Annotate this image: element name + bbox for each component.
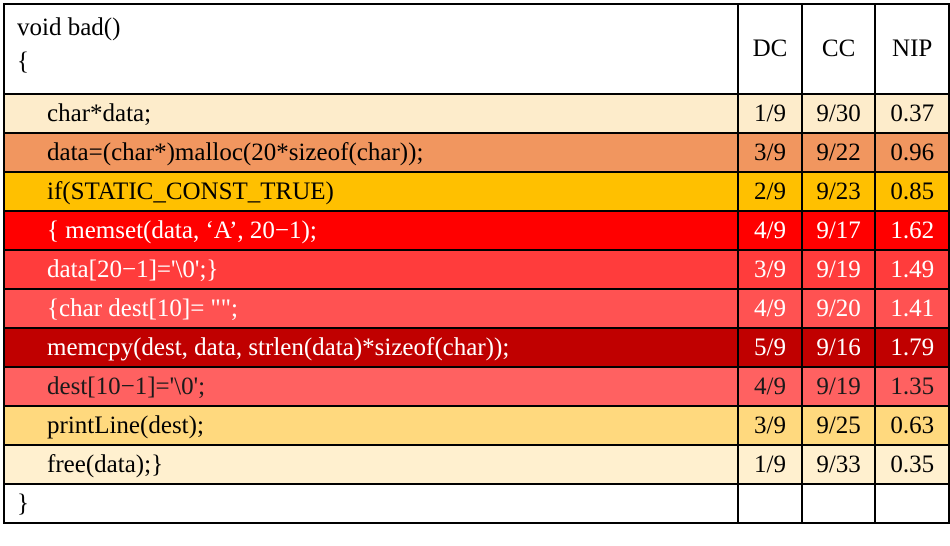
code-cell: { memset(data, ‘A’, 20−1); [2, 210, 740, 251]
empty-cell [737, 483, 803, 524]
code-cell: dest[10−1]='\0'; [2, 366, 740, 407]
code-cell: data=(char*)malloc(20*sizeof(char)); [2, 132, 740, 173]
dc-cell: 5/9 [737, 327, 803, 368]
cc-cell: 9/20 [800, 288, 877, 329]
column-header: NIP [874, 3, 950, 95]
nip-cell: 1.35 [874, 366, 950, 407]
dc-cell: 3/9 [737, 132, 803, 173]
header-code: void bad() { [2, 3, 740, 95]
code-row: printLine(dest); 3/9 9/25 0.63 [2, 405, 950, 446]
code-row: free(data);} 1/9 9/33 0.35 [2, 444, 950, 485]
cc-cell: 9/19 [800, 366, 877, 407]
code-row: char*data; 1/9 9/30 0.37 [2, 93, 950, 134]
cc-cell: 9/25 [800, 405, 877, 446]
code-row: data[20−1]='\0';} 3/9 9/19 1.49 [2, 249, 950, 290]
code-cell: {char dest[10]= ""; [2, 288, 740, 329]
code-cell: printLine(dest); [2, 405, 740, 446]
dc-cell: 4/9 [737, 210, 803, 251]
nip-cell: 1.79 [874, 327, 950, 368]
nip-cell: 0.37 [874, 93, 950, 134]
dc-cell: 1/9 [737, 444, 803, 485]
nip-cell: 0.63 [874, 405, 950, 446]
code-table: void bad(){DC CC NIP char*data; 1/9 9/30 0.37 d… [2, 3, 950, 524]
dc-cell: 4/9 [737, 288, 803, 329]
cc-cell: 9/19 [800, 249, 877, 290]
cc-cell: 9/22 [800, 132, 877, 173]
code-row: if(STATIC_CONST_TRUE) 2/9 9/23 0.85 [2, 171, 950, 212]
code-row: {char dest[10]= ""; 4/9 9/20 1.41 [2, 288, 950, 329]
cc-cell: 9/33 [800, 444, 877, 485]
code-row: memcpy(dest, data, strlen(data)*sizeof(c… [2, 327, 950, 368]
header-row: void bad() { DC CC NIP [2, 3, 950, 95]
code-cell: char*data; [2, 93, 740, 134]
nip-cell: 0.35 [874, 444, 950, 485]
code-cell: memcpy(dest, data, strlen(data)*sizeof(c… [2, 327, 740, 368]
cc-cell: 9/17 [800, 210, 877, 251]
column-header: DC [737, 3, 803, 95]
code-cell: data[20−1]='\0';} [2, 249, 740, 290]
code-row: { memset(data, ‘A’, 20−1); 4/9 9/17 1.62 [2, 210, 950, 251]
code-line: void bad() [17, 14, 121, 41]
nip-cell: 0.96 [874, 132, 950, 173]
nip-cell: 1.49 [874, 249, 950, 290]
dc-cell: 2/9 [737, 171, 803, 212]
nip-cell: 0.85 [874, 171, 950, 212]
cc-cell: 9/16 [800, 327, 877, 368]
dc-cell: 3/9 [737, 405, 803, 446]
column-header: CC [800, 3, 877, 95]
dc-cell: 1/9 [737, 93, 803, 134]
nip-cell: 1.62 [874, 210, 950, 251]
cc-cell: 9/23 [800, 171, 877, 212]
code-cell: free(data);} [2, 444, 740, 485]
code-cell: if(STATIC_CONST_TRUE) [2, 171, 740, 212]
code-cell: } [2, 483, 740, 524]
code-row: dest[10−1]='\0'; 4/9 9/19 1.35 [2, 366, 950, 407]
dc-cell: 3/9 [737, 249, 803, 290]
empty-cell [874, 483, 950, 524]
dc-cell: 4/9 [737, 366, 803, 407]
code-line: { [17, 48, 29, 75]
empty-cell [800, 483, 877, 524]
cc-cell: 9/30 [800, 93, 877, 134]
nip-cell: 1.41 [874, 288, 950, 329]
code-row: data=(char*)malloc(20*sizeof(char)); 3/9 9… [2, 132, 950, 173]
footer-row: } [2, 483, 950, 524]
